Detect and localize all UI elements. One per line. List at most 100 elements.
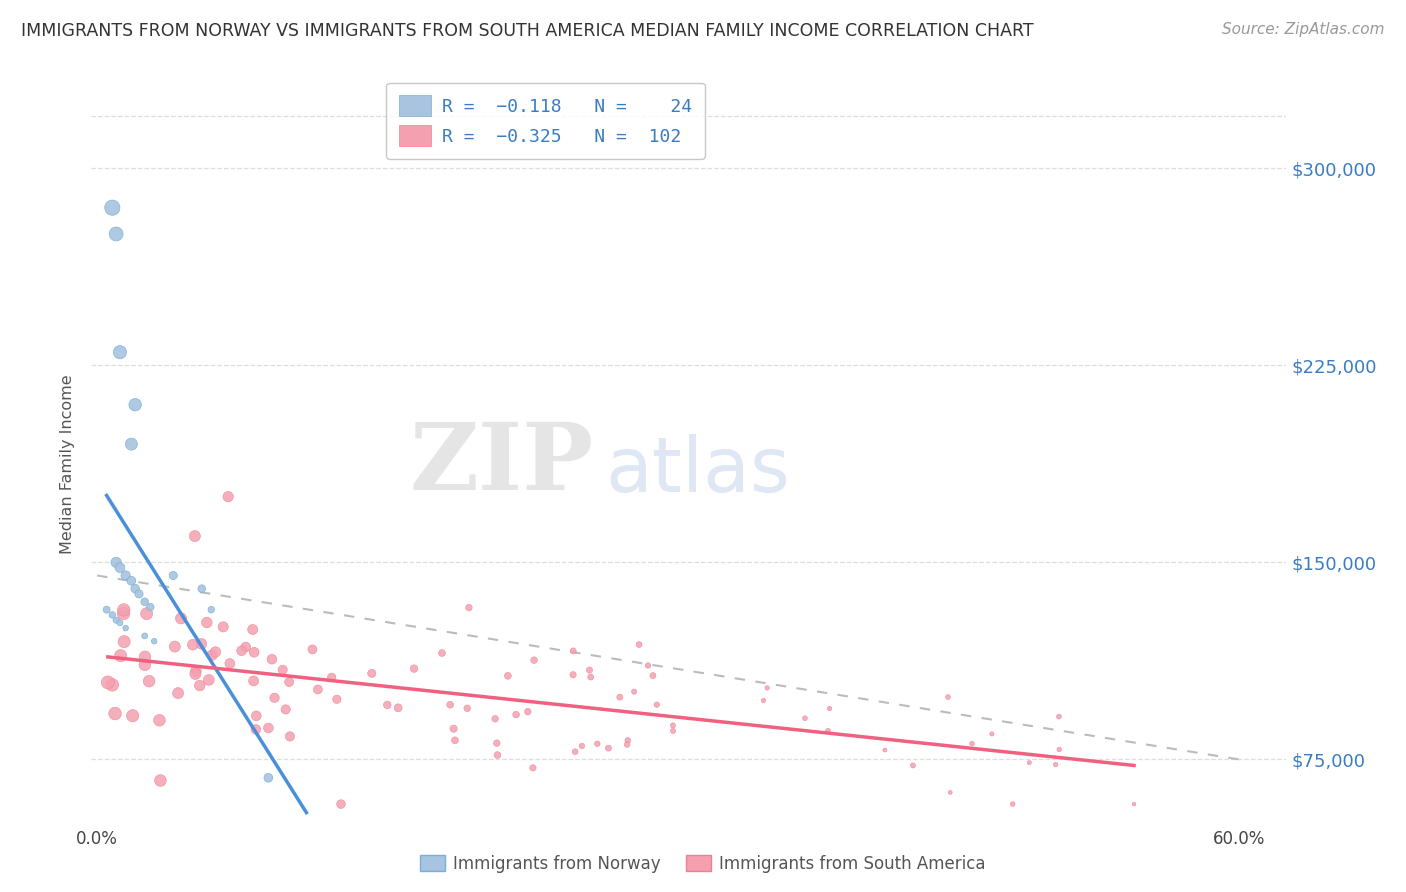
- Point: [245, 723, 267, 737]
- Point: [752, 693, 775, 707]
- Point: [105, 555, 128, 569]
- Point: [794, 711, 817, 725]
- Point: [628, 638, 651, 652]
- Point: [818, 701, 841, 715]
- Point: [148, 713, 170, 727]
- Point: [430, 646, 453, 660]
- Point: [598, 741, 620, 756]
- Point: [456, 701, 478, 715]
- Point: [901, 758, 924, 772]
- Point: [522, 761, 544, 775]
- Point: [645, 698, 668, 712]
- Point: [134, 649, 156, 664]
- Point: [939, 785, 962, 799]
- Point: [609, 690, 631, 705]
- Point: [188, 679, 211, 693]
- Point: [149, 773, 172, 788]
- Point: [97, 675, 120, 690]
- Point: [617, 733, 640, 747]
- Point: [190, 637, 212, 651]
- Point: [245, 709, 267, 723]
- Point: [571, 739, 593, 753]
- Point: [505, 707, 527, 722]
- Point: [163, 640, 186, 654]
- Point: [873, 743, 896, 757]
- Point: [307, 682, 329, 697]
- Point: [278, 675, 301, 690]
- Text: Source: ZipAtlas.com: Source: ZipAtlas.com: [1222, 22, 1385, 37]
- Point: [218, 657, 240, 671]
- Point: [134, 657, 156, 672]
- Point: [496, 669, 519, 683]
- Point: [134, 629, 156, 643]
- Point: [257, 771, 280, 785]
- Point: [96, 602, 118, 616]
- Point: [108, 345, 131, 359]
- Point: [1018, 756, 1040, 770]
- Point: [242, 673, 264, 688]
- Text: atlas: atlas: [605, 434, 790, 508]
- Point: [124, 582, 146, 596]
- Point: [108, 615, 131, 630]
- Point: [204, 645, 226, 659]
- Point: [242, 623, 264, 637]
- Point: [274, 702, 297, 716]
- Point: [375, 698, 398, 712]
- Text: IMMIGRANTS FROM NORWAY VS IMMIGRANTS FROM SOUTH AMERICA MEDIAN FAMILY INCOME COR: IMMIGRANTS FROM NORWAY VS IMMIGRANTS FRO…: [21, 22, 1033, 40]
- Point: [217, 490, 239, 504]
- Point: [458, 600, 481, 615]
- Point: [484, 712, 506, 726]
- Point: [439, 698, 461, 712]
- Point: [108, 560, 131, 574]
- Point: [485, 736, 508, 750]
- Point: [212, 620, 235, 634]
- Point: [623, 684, 645, 698]
- Point: [326, 692, 349, 706]
- Point: [301, 642, 323, 657]
- Point: [128, 587, 150, 601]
- Point: [121, 708, 143, 723]
- Point: [402, 662, 425, 676]
- Point: [162, 568, 184, 582]
- Point: [112, 607, 135, 621]
- Point: [387, 701, 409, 715]
- Point: [195, 615, 218, 630]
- Point: [191, 582, 214, 596]
- Point: [101, 678, 124, 692]
- Point: [516, 705, 538, 719]
- Point: [143, 634, 166, 648]
- Point: [278, 730, 301, 744]
- Point: [198, 673, 221, 687]
- Point: [443, 722, 465, 736]
- Point: [260, 652, 283, 666]
- Point: [170, 611, 193, 625]
- Point: [662, 718, 685, 732]
- Point: [105, 613, 128, 627]
- Point: [112, 603, 135, 617]
- Point: [139, 600, 162, 615]
- Point: [114, 568, 136, 582]
- Point: [104, 706, 127, 721]
- Point: [138, 674, 160, 689]
- Point: [271, 663, 294, 677]
- Point: [134, 595, 156, 609]
- Point: [105, 227, 128, 241]
- Point: [184, 667, 207, 681]
- Point: [110, 648, 132, 663]
- Point: [562, 667, 585, 681]
- Point: [562, 644, 585, 658]
- Point: [1123, 797, 1146, 811]
- Point: [201, 648, 224, 662]
- Point: [564, 745, 586, 759]
- Point: [1047, 709, 1070, 723]
- Point: [578, 663, 600, 677]
- Point: [756, 681, 779, 695]
- Point: [444, 733, 467, 747]
- Point: [112, 634, 135, 648]
- Point: [1047, 742, 1070, 756]
- Point: [101, 201, 124, 215]
- Legend: R =  −0.118   N =    24, R =  −0.325   N =  102: R = −0.118 N = 24, R = −0.325 N = 102: [387, 83, 704, 159]
- Point: [641, 668, 664, 682]
- Point: [124, 398, 146, 412]
- Point: [330, 797, 353, 811]
